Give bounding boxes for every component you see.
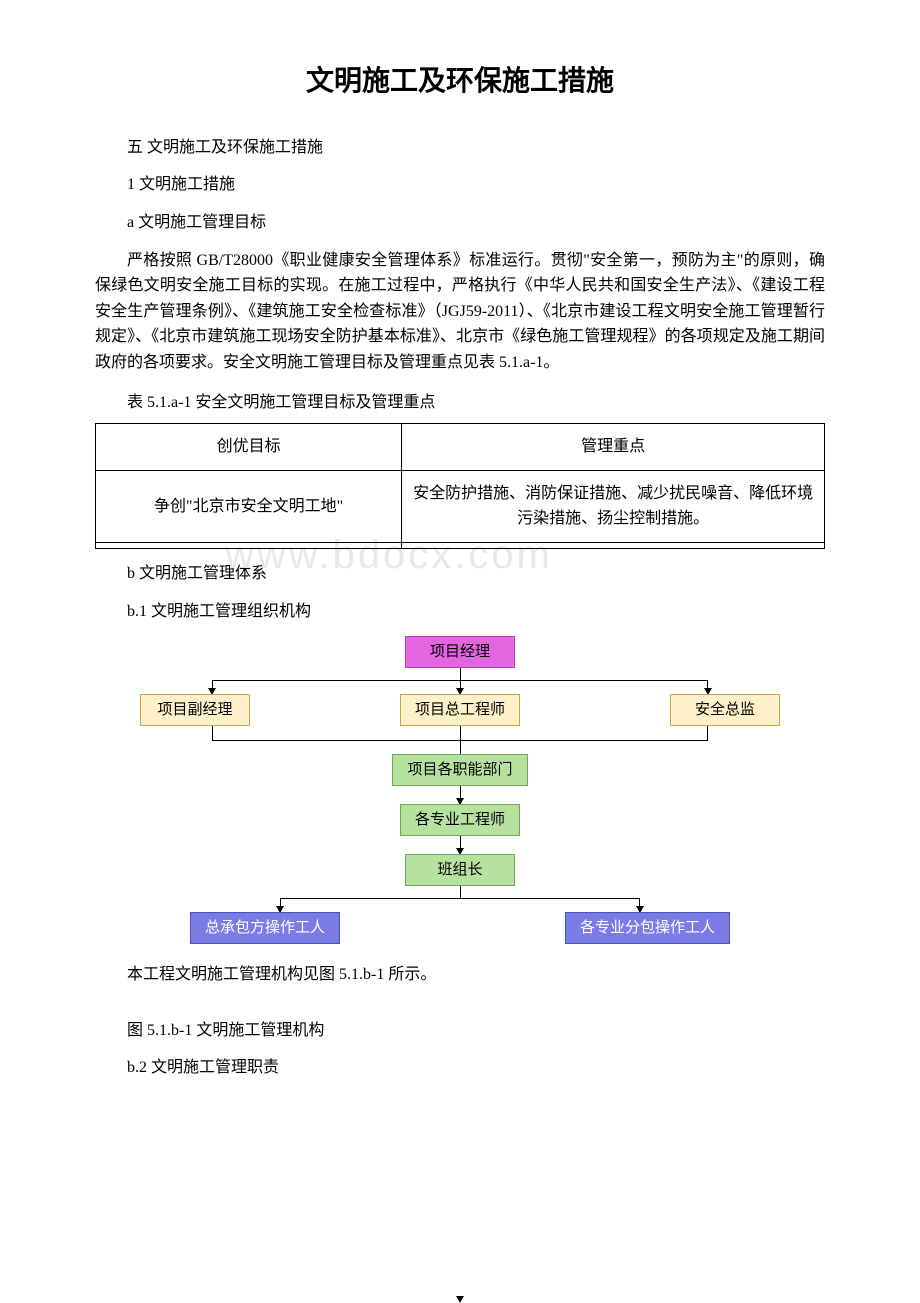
heading-1: 1 文明施工措施 [95,172,825,198]
table-cell: 安全防护措施、消防保证措施、减少扰民噪音、降低环境污染措施、扬尘控制措施。 [402,470,825,542]
org-node-pm: 项目经理 [405,636,515,668]
org-node-chief-engineer: 项目总工程师 [400,694,520,726]
org-node-departments: 项目各职能部门 [392,754,527,786]
org-reference-text: 本工程文明施工管理机构见图 5.1.b-1 所示。 [95,962,825,988]
table-row: 争创"北京市安全文明工地" 安全防护措施、消防保证措施、减少扰民噪音、降低环境污… [96,470,825,542]
org-node-subcontractor-workers: 各专业分包操作工人 [565,912,730,944]
table-header-row: 创优目标 管理重点 [96,424,825,471]
heading-a: a 文明施工管理目标 [95,210,825,236]
org-chart: 项目经理 项目副经理 项目总工程师 安全总监 项目各职能部门 各专业工程师 班组… [140,636,780,944]
table-header-cell: 创优目标 [96,424,402,471]
table-caption: 表 5.1.a-1 安全文明施工管理目标及管理重点 [95,390,825,416]
org-node-safety-director: 安全总监 [670,694,780,726]
page-title: 文明施工及环保施工措施 [95,60,825,105]
paragraph-goal: 严格按照 GB/T28000《职业健康安全管理体系》标准运行。贯彻"安全第一，预… [95,248,825,376]
org-node-engineers: 各专业工程师 [400,804,520,836]
heading-b1: b.1 文明施工管理组织机构 [95,599,825,625]
table-row [96,542,825,548]
table-cell [96,542,402,548]
heading-b: b 文明施工管理体系 [95,561,825,587]
table-header-cell: 管理重点 [402,424,825,471]
org-node-deputy-pm: 项目副经理 [140,694,250,726]
figure-caption: 图 5.1.b-1 文明施工管理机构 [95,1018,825,1044]
goal-table: 创优目标 管理重点 争创"北京市安全文明工地" 安全防护措施、消防保证措施、减少… [95,423,825,549]
table-cell [402,542,825,548]
heading-five: 五 文明施工及环保施工措施 [95,135,825,161]
org-node-team-leader: 班组长 [405,854,515,886]
heading-b2: b.2 文明施工管理职责 [95,1055,825,1081]
table-cell: 争创"北京市安全文明工地" [96,470,402,542]
org-node-main-contractor-workers: 总承包方操作工人 [190,912,340,944]
